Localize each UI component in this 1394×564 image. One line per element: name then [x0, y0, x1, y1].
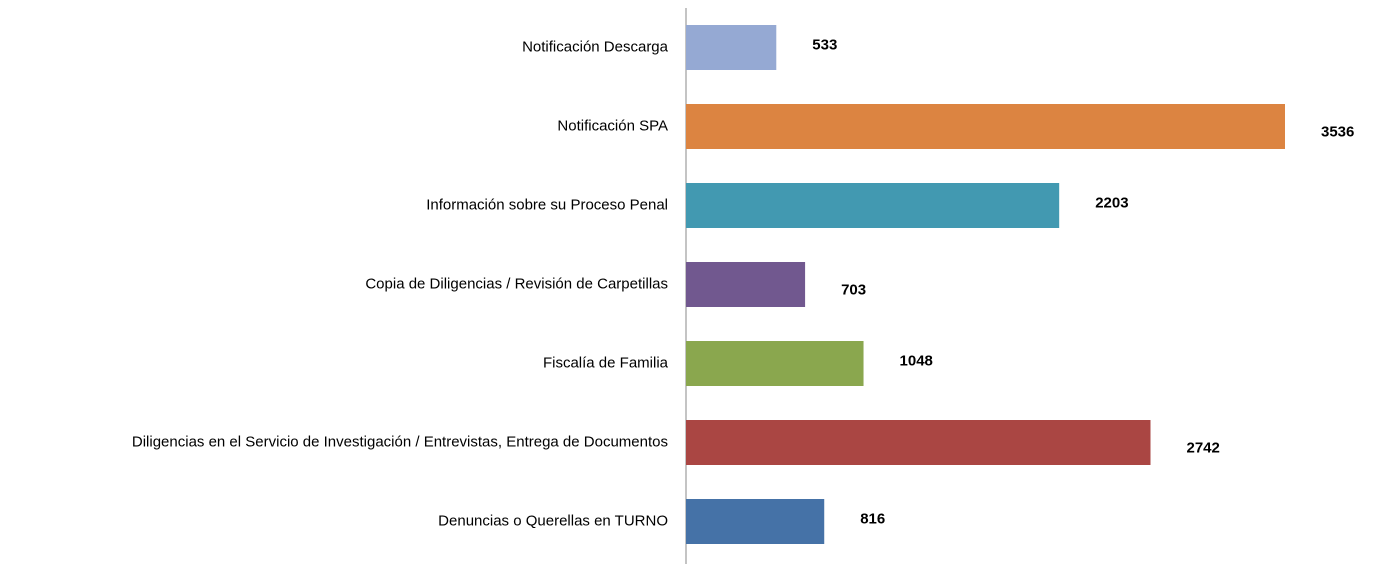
bar	[686, 499, 825, 544]
value-label: 533	[812, 36, 837, 53]
bar	[686, 341, 864, 386]
bar	[686, 25, 777, 70]
category-label: Diligencias en el Servicio de Investigac…	[132, 433, 668, 450]
value-label: 816	[860, 510, 885, 527]
bar	[686, 183, 1060, 228]
value-label: 2742	[1186, 439, 1219, 456]
category-label: Copia de Diligencias / Revisión de Carpe…	[365, 275, 668, 292]
category-label: Notificación SPA	[557, 117, 668, 134]
category-label: Información sobre su Proceso Penal	[426, 196, 668, 213]
value-label: 703	[841, 281, 866, 298]
category-label: Denuncias o Querellas en TURNO	[438, 512, 668, 529]
category-label: Notificación Descarga	[522, 38, 669, 55]
value-label: 1048	[900, 352, 933, 369]
bar	[686, 420, 1151, 465]
bar	[686, 104, 1285, 149]
value-label: 3536	[1321, 123, 1354, 140]
bar	[686, 262, 806, 307]
category-label: Fiscalía de Familia	[543, 354, 669, 371]
value-label: 2203	[1095, 194, 1128, 211]
